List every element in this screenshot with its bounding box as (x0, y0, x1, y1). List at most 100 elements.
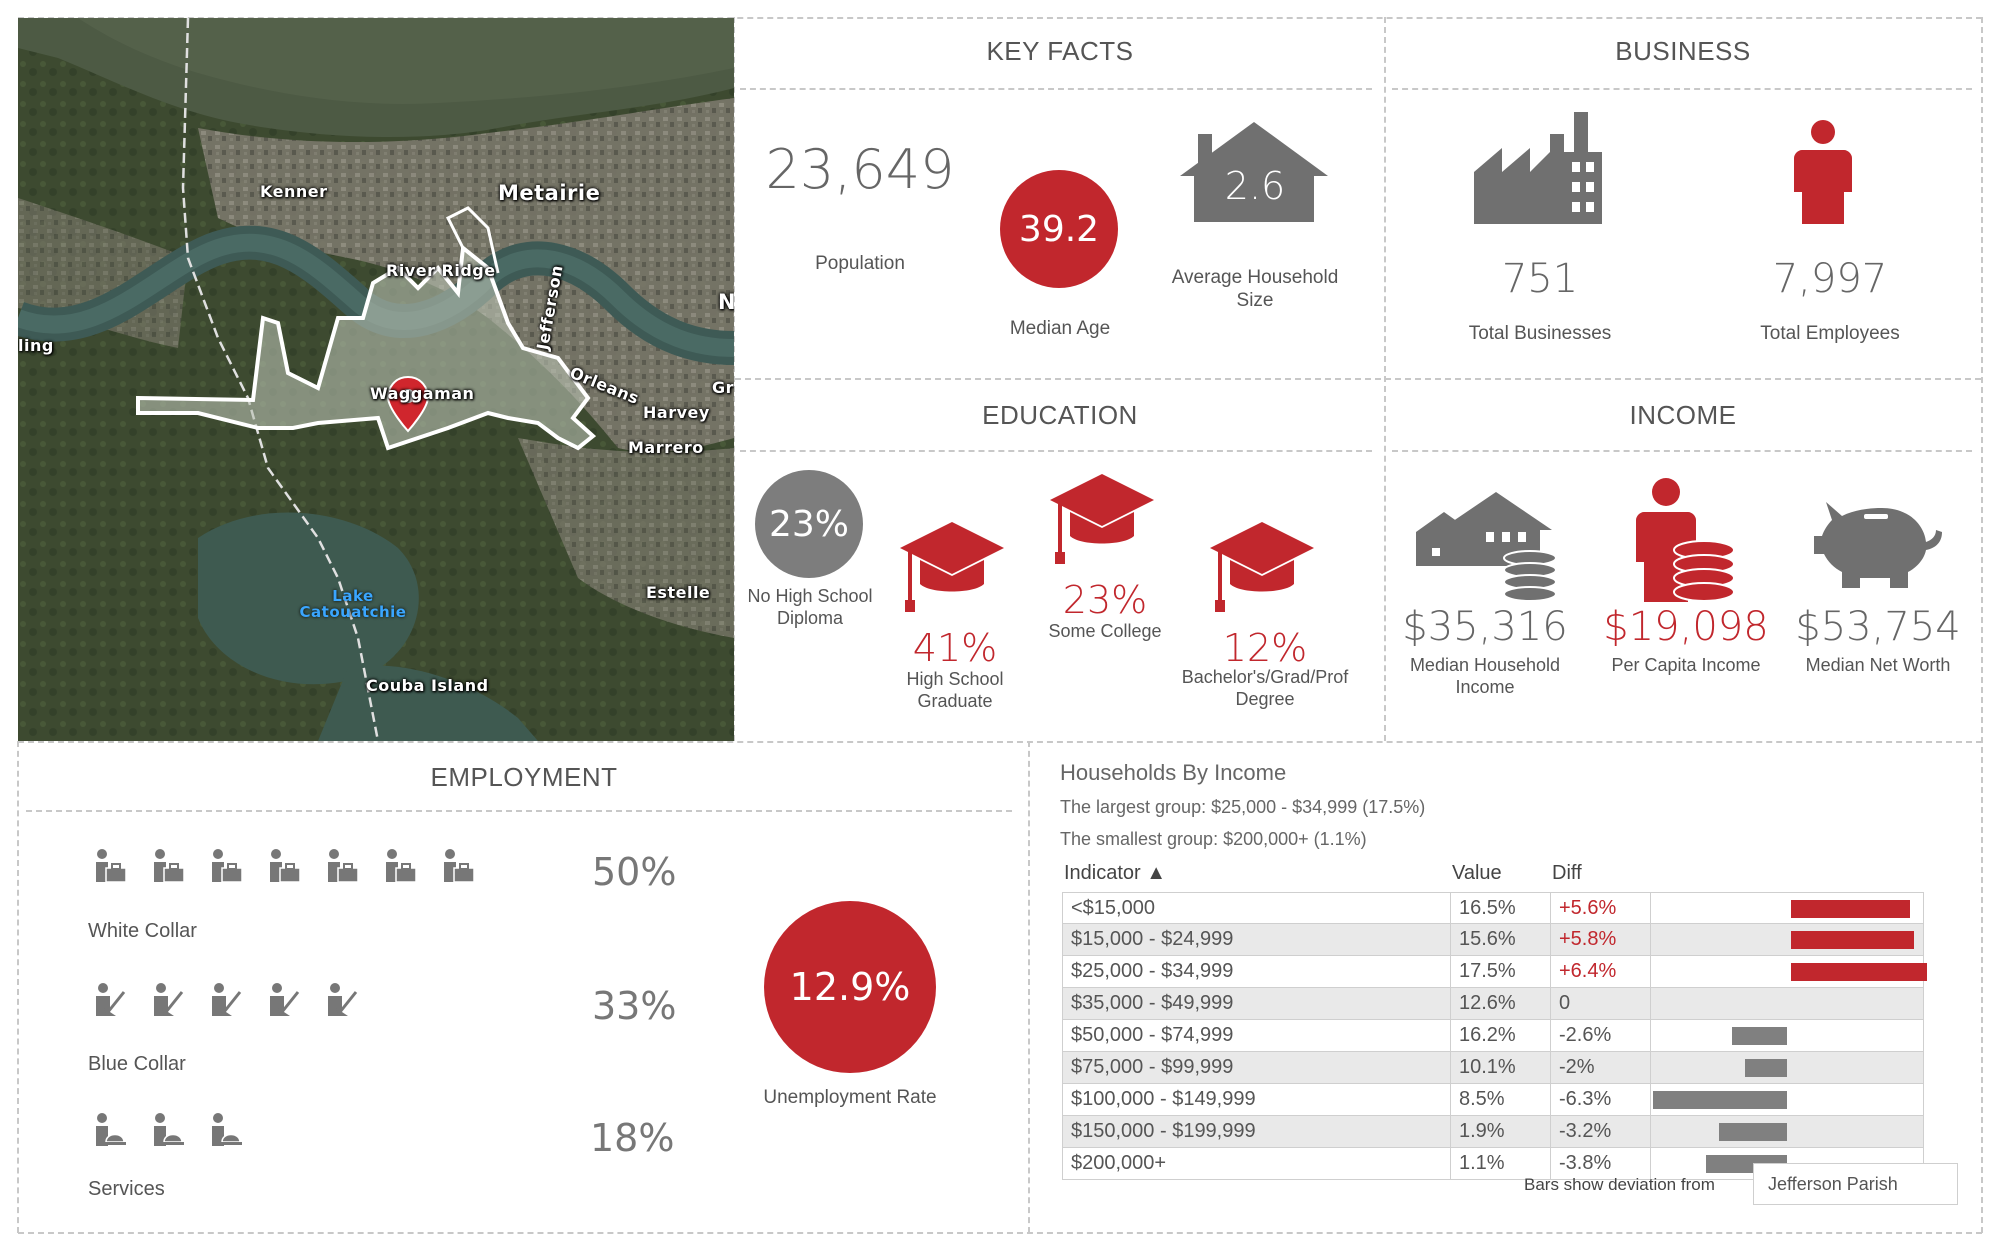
household-size-value: 2.6 (1224, 164, 1286, 208)
map-label-harvey: Harvey (643, 403, 710, 422)
person-icon (1794, 120, 1852, 224)
unemployment-circle: 12.9% (764, 901, 936, 1073)
deviation-bar (1731, 1027, 1787, 1045)
map-imagery (18, 18, 734, 741)
diff-cell: +5.8% (1551, 924, 1651, 955)
total-businesses-value: 751 (1501, 256, 1579, 302)
map-label-metairie: Metairie (498, 181, 601, 205)
map-label-couba-island: Couba Island (366, 676, 489, 695)
diff-cell: -6.3% (1551, 1084, 1651, 1115)
map-label-marrero: Marrero (628, 438, 704, 457)
table-row[interactable]: $100,000 - $149,999 8.5% -6.3% (1062, 1084, 1924, 1116)
bachelors-label: Bachelor's/Grad/Prof Degree (1181, 667, 1349, 709)
value-cell: 17.5% (1451, 956, 1551, 987)
table-row[interactable]: $35,000 - $49,999 12.6% 0 (1062, 988, 1924, 1020)
indicator-cell: $200,000+ (1063, 1148, 1451, 1179)
diff-cell: -2% (1551, 1052, 1651, 1083)
white-collar-worker-icon (268, 848, 301, 889)
per-capita-income-value: $19,098 (1603, 604, 1769, 650)
income-title: INCOME (1629, 400, 1737, 430)
services-worker-icon (210, 1112, 242, 1153)
value-cell: 15.6% (1451, 924, 1551, 955)
total-businesses-label: Total Businesses (1468, 323, 1612, 344)
graduation-cap-icon (1050, 474, 1154, 570)
diff-cell: +5.6% (1551, 893, 1651, 924)
value-header[interactable]: Value (1452, 862, 1502, 884)
deviation-bar (1719, 1123, 1787, 1141)
blue-collar-icons (94, 982, 358, 1023)
table-row[interactable]: <$15,000 16.5% +5.6% (1062, 892, 1924, 924)
value-cell: 16.5% (1451, 893, 1551, 924)
unemployment-label: Unemployment Rate (763, 1087, 937, 1108)
deviation-bar (1791, 900, 1910, 918)
map-label-river-ridge: River Ridge (386, 261, 496, 280)
table-row[interactable]: $15,000 - $24,999 15.6% +5.8% (1062, 924, 1924, 956)
map-label-estelle: Estelle (646, 583, 711, 602)
hs-grad-value: 41% (912, 626, 998, 670)
services-pct: 18% (590, 1116, 675, 1160)
table-row[interactable]: $150,000 - $199,999 1.9% -3.2% (1062, 1116, 1924, 1148)
table-row[interactable]: $200,000+ 1.1% -3.8% (1062, 1148, 1924, 1180)
location-pin-icon (386, 375, 430, 433)
white-collar-worker-icon (384, 848, 417, 889)
map-view[interactable]: Kenner Metairie River Ridge Waggaman Jef… (18, 18, 734, 741)
some-college-label: Some College (1048, 621, 1162, 641)
key-facts-title: KEY FACTS (986, 36, 1134, 66)
piggy-bank-icon (1812, 496, 1942, 588)
white-collar-worker-icon (152, 848, 185, 889)
table-row[interactable]: $75,000 - $99,999 10.1% -2% (1062, 1052, 1924, 1084)
deviation-bar (1744, 1059, 1787, 1077)
comparison-area-select[interactable]: Jefferson Parish (1753, 1163, 1958, 1205)
white-collar-icons (94, 848, 475, 889)
bars-note: Bars show deviation from (1524, 1175, 1715, 1194)
table-row[interactable]: $25,000 - $34,999 17.5% +6.4% (1062, 956, 1927, 988)
no-hs-label: No High School Diploma (747, 586, 873, 628)
services-icons (94, 1112, 242, 1153)
smallest-group-text: The smallest group: $200,000+ (1.1%) (1060, 829, 1367, 849)
table-row[interactable]: $50,000 - $74,999 16.2% -2.6% (1062, 1020, 1924, 1052)
total-employees-label: Total Employees (1760, 323, 1900, 344)
map-label-gr: Gr (712, 378, 734, 397)
blue-collar-worker-icon (152, 982, 184, 1023)
blue-collar-worker-icon (94, 982, 126, 1023)
house-icon (1180, 122, 1328, 222)
white-collar-worker-icon (210, 848, 243, 889)
graduation-cap-icon (900, 522, 1004, 618)
map-label-lake-catouatchie: Lake Catouatchie (299, 587, 407, 621)
value-cell: 8.5% (1451, 1084, 1551, 1115)
services-worker-icon (152, 1112, 184, 1153)
total-employees-value: 7,997 (1772, 256, 1888, 302)
blue-collar-worker-icon (326, 982, 358, 1023)
largest-group-text: The largest group: $25,000 - $34,999 (17… (1060, 797, 1426, 817)
per-capita-income-label: Per Capita Income (1611, 655, 1761, 675)
median-net-worth-label: Median Net Worth (1805, 655, 1951, 675)
blue-collar-pct: 33% (592, 984, 677, 1028)
median-household-income-value: $35,316 (1402, 604, 1568, 650)
blue-collar-worker-icon (268, 982, 300, 1023)
value-cell: 10.1% (1451, 1052, 1551, 1083)
median-age-label: Median Age (1009, 318, 1111, 339)
factory-icon (1474, 112, 1602, 224)
households-by-income-title: Households By Income (1060, 760, 1287, 785)
indicator-cell: $75,000 - $99,999 (1063, 1052, 1451, 1083)
value-cell: 12.6% (1451, 988, 1551, 1019)
indicator-cell: $150,000 - $199,999 (1063, 1116, 1451, 1147)
indicator-cell: $100,000 - $149,999 (1063, 1084, 1451, 1115)
indicator-cell: $50,000 - $74,999 (1063, 1020, 1451, 1051)
services-worker-icon (94, 1112, 126, 1153)
white-collar-label: White Collar (88, 920, 197, 942)
business-title: BUSINESS (1615, 36, 1751, 66)
diff-cell: 0 (1551, 988, 1651, 1019)
value-cell: 1.1% (1451, 1148, 1551, 1179)
graduation-cap-icon (1210, 522, 1314, 618)
indicator-header[interactable]: Indicator ▲ (1064, 862, 1167, 884)
median-age-circle: 39.2 (1000, 170, 1118, 288)
deviation-bar (1791, 963, 1927, 981)
education-title: EDUCATION (982, 400, 1138, 430)
value-cell: 16.2% (1451, 1020, 1551, 1051)
household-size-label: Average Household Size (1171, 267, 1339, 311)
diff-cell: -2.6% (1551, 1020, 1651, 1051)
diff-cell: -3.2% (1551, 1116, 1651, 1147)
diff-header[interactable]: Diff (1552, 862, 1582, 884)
indicator-cell: $25,000 - $34,999 (1063, 956, 1451, 987)
